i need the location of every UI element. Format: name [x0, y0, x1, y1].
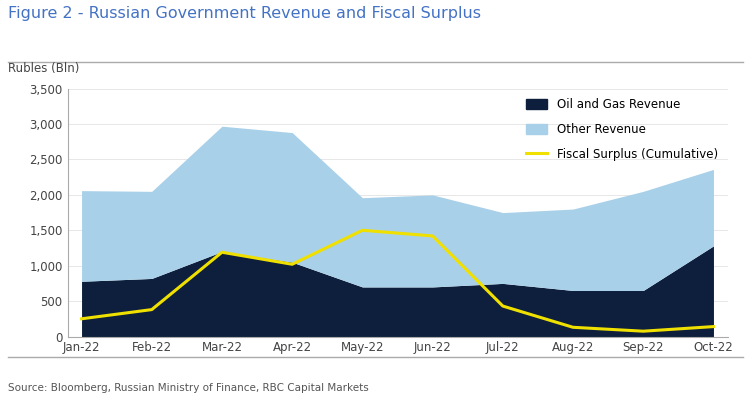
Legend: Oil and Gas Revenue, Other Revenue, Fiscal Surplus (Cumulative): Oil and Gas Revenue, Other Revenue, Fisc…: [523, 95, 722, 164]
Text: Source: Bloomberg, Russian Ministry of Finance, RBC Capital Markets: Source: Bloomberg, Russian Ministry of F…: [8, 383, 368, 393]
Text: Rubles (Bln): Rubles (Bln): [8, 62, 79, 75]
Text: Figure 2 - Russian Government Revenue and Fiscal Surplus: Figure 2 - Russian Government Revenue an…: [8, 6, 481, 21]
